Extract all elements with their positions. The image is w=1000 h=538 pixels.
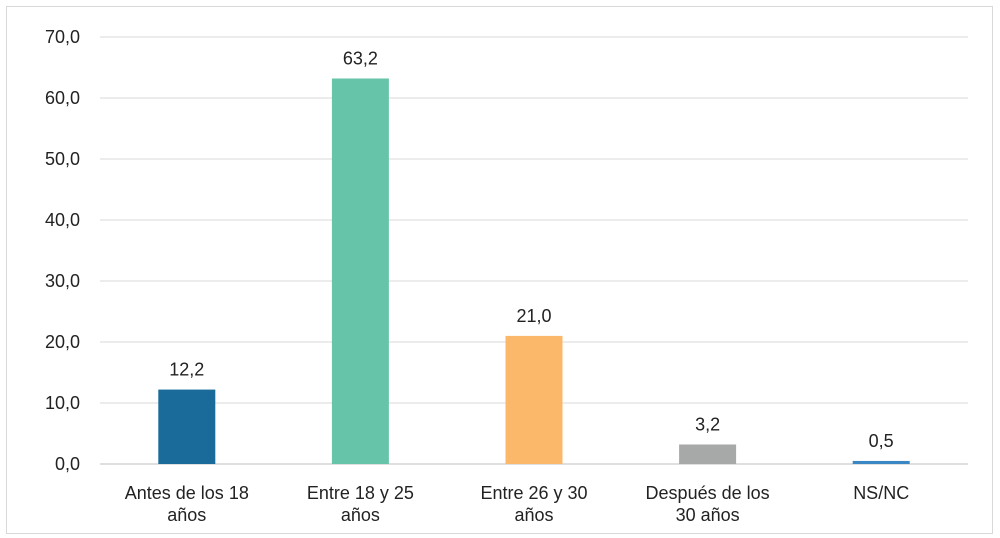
x-category-label: años bbox=[341, 505, 380, 525]
data-labels: 12,2 63,2 21,0 3,2 0,5 bbox=[169, 48, 893, 450]
bar bbox=[331, 78, 389, 464]
x-category-label: años bbox=[167, 505, 206, 525]
x-category-label: años bbox=[514, 505, 553, 525]
y-tick-label: 40,0 bbox=[45, 210, 80, 230]
data-label: 63,2 bbox=[343, 48, 378, 68]
bars bbox=[158, 78, 910, 464]
bar bbox=[158, 389, 216, 464]
x-category-label: Entre 26 y 30 bbox=[480, 483, 587, 503]
y-tick-label: 70,0 bbox=[45, 27, 80, 47]
y-axis-tick-labels: 0,0 10,0 20,0 30,0 40,0 50,0 60,0 70,0 bbox=[45, 27, 80, 474]
bar bbox=[679, 444, 737, 464]
bar bbox=[505, 335, 563, 464]
data-label: 12,2 bbox=[169, 360, 204, 380]
y-tick-label: 20,0 bbox=[45, 332, 80, 352]
bar bbox=[852, 460, 910, 464]
data-label: 3,2 bbox=[695, 414, 720, 434]
data-label: 21,0 bbox=[516, 306, 551, 326]
x-category-label: Después de los bbox=[646, 483, 770, 503]
y-tick-label: 0,0 bbox=[55, 454, 80, 474]
x-category-label: Antes de los 18 bbox=[125, 483, 249, 503]
x-category-label: NS/NC bbox=[853, 483, 909, 503]
y-tick-label: 50,0 bbox=[45, 149, 80, 169]
gridlines bbox=[100, 36, 968, 465]
y-tick-label: 60,0 bbox=[45, 88, 80, 108]
y-tick-label: 30,0 bbox=[45, 271, 80, 291]
y-tick-label: 10,0 bbox=[45, 393, 80, 413]
data-label: 0,5 bbox=[869, 431, 894, 451]
x-category-label: 30 años bbox=[676, 505, 740, 525]
x-category-label: Entre 18 y 25 bbox=[307, 483, 414, 503]
